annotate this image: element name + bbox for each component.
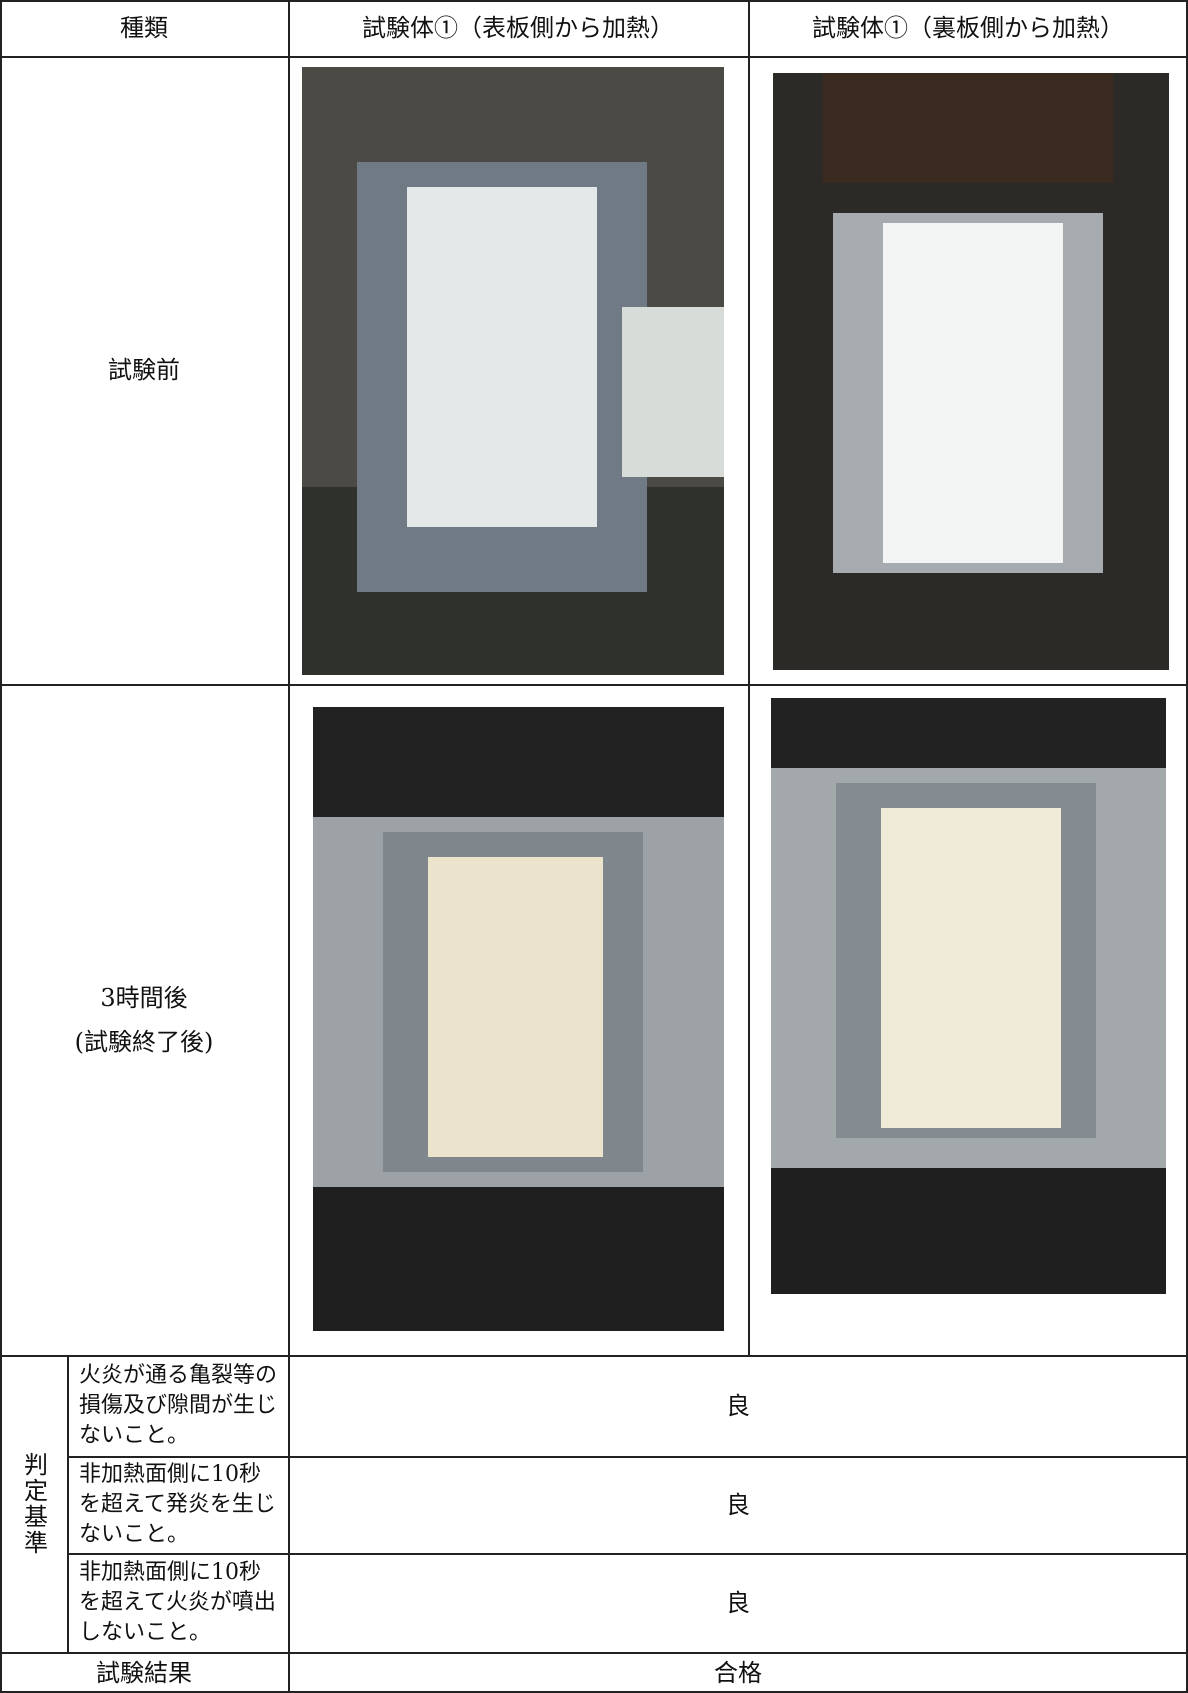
row-label: 試験前 bbox=[0, 56, 288, 684]
border bbox=[0, 56, 1188, 58]
header-cell: 種類 bbox=[120, 14, 168, 42]
row-label-line: 試験前 bbox=[108, 356, 180, 384]
photo bbox=[771, 698, 1166, 1294]
border bbox=[67, 1553, 1188, 1555]
border bbox=[67, 1456, 1188, 1458]
border bbox=[288, 0, 290, 1693]
criteria-result: 良 bbox=[726, 1490, 750, 1519]
border bbox=[67, 1355, 69, 1652]
border bbox=[748, 0, 750, 1355]
criteria-result: 良 bbox=[726, 1588, 750, 1617]
header-cell: 試験体①（表板側から加熱） bbox=[362, 14, 674, 42]
border bbox=[0, 0, 2, 1693]
result-value: 合格 bbox=[714, 1658, 762, 1687]
photo bbox=[773, 73, 1169, 670]
border bbox=[0, 1691, 1188, 1693]
photo bbox=[313, 707, 724, 1331]
result-label: 試験結果 bbox=[96, 1658, 192, 1687]
row-label: 3時間後 (試験終了後) bbox=[0, 684, 288, 1355]
border bbox=[1186, 0, 1188, 1693]
border bbox=[0, 1355, 1188, 1357]
criteria-text: 非加熱面側に10秒を超えて火炎が噴出しないこと。 bbox=[79, 1559, 276, 1645]
criteria-result: 良 bbox=[726, 1391, 750, 1420]
criteria-text: 非加熱面側に10秒を超えて発炎を生じないこと。 bbox=[79, 1461, 276, 1547]
criteria-text: 火炎が通る亀裂等の損傷及び隙間が生じないこと。 bbox=[79, 1362, 278, 1448]
photo bbox=[302, 67, 724, 675]
row-label-line: (試験終了後) bbox=[74, 1027, 214, 1056]
border bbox=[0, 0, 1188, 2]
header-cell: 試験体①（裏板側から加熱） bbox=[812, 14, 1124, 42]
row-label-line: 3時間後 bbox=[100, 983, 188, 1012]
border bbox=[0, 1652, 1188, 1654]
border bbox=[0, 684, 1188, 686]
criteria-label: 判定基準 bbox=[19, 1451, 48, 1556]
